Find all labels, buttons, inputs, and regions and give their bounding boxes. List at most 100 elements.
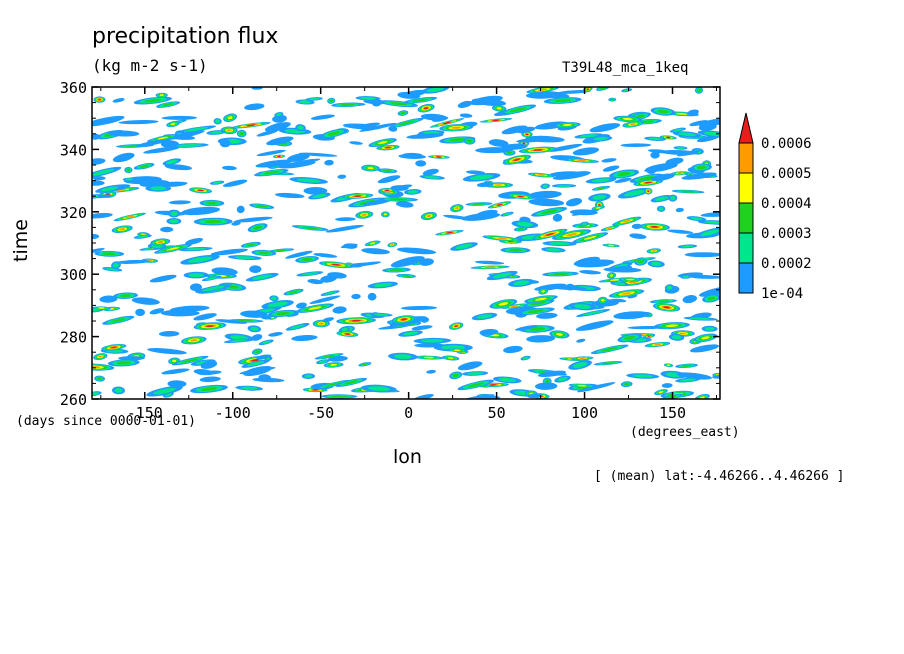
precip-cell — [618, 277, 642, 282]
precip-contour — [699, 285, 720, 297]
precip-contour — [153, 387, 176, 395]
precip-contour — [111, 318, 126, 323]
precip-cell — [675, 363, 698, 369]
precip-cell — [697, 220, 720, 225]
precip-cell — [462, 173, 501, 182]
precip-cell — [487, 201, 512, 209]
precip-cell — [94, 250, 125, 257]
precip-cell — [115, 259, 150, 264]
precip-cell — [161, 368, 190, 375]
precip-cell — [92, 180, 105, 186]
precip-cell — [435, 229, 464, 236]
precip-cell — [526, 335, 555, 343]
precip-contour — [231, 221, 241, 226]
precip-contour — [663, 306, 670, 309]
precip-contour — [92, 168, 115, 176]
precip-cell — [162, 158, 182, 166]
precip-cell — [266, 136, 294, 146]
precip-contour — [164, 164, 193, 171]
precip-contour — [116, 361, 131, 365]
precip-cell — [268, 332, 283, 337]
precip-contour — [200, 387, 218, 391]
precip-cell — [650, 151, 660, 159]
precip-contour — [373, 313, 389, 316]
precip-contour — [115, 189, 127, 191]
precip-contour — [527, 393, 543, 398]
precip-cell — [133, 96, 173, 105]
precip-cell — [536, 312, 558, 319]
precip-cell — [426, 369, 436, 374]
precip-contour — [303, 186, 328, 195]
precip-contour — [653, 343, 662, 346]
precip-contour — [452, 373, 459, 378]
precip-cell — [240, 241, 261, 248]
precip-contour — [169, 219, 179, 224]
precip-contour — [182, 358, 199, 363]
precip-cell — [92, 391, 102, 397]
precip-contour — [449, 138, 466, 142]
precip-contour — [582, 310, 604, 316]
precip-contour — [412, 98, 428, 102]
precip-cell — [644, 341, 671, 348]
precip-cell — [501, 303, 528, 309]
y-tick-label: 300 — [60, 266, 87, 284]
precip-cell — [199, 199, 225, 207]
precip-cell — [94, 375, 105, 382]
precip-contour — [466, 170, 486, 175]
precip-cell — [499, 104, 537, 115]
precip-contour — [390, 243, 394, 246]
precip-cell — [644, 136, 666, 142]
precip-cell — [549, 171, 582, 177]
precip-contour — [322, 317, 334, 323]
precip-contour — [398, 154, 426, 159]
precip-contour — [555, 333, 563, 336]
precip-contour — [256, 149, 286, 157]
precip-cell — [465, 202, 493, 206]
precip-cell — [396, 273, 416, 278]
precip-cell — [102, 315, 135, 325]
precip-cell — [398, 330, 423, 337]
precip-cell — [93, 353, 108, 361]
precip-contour — [537, 174, 545, 176]
precip-contour — [312, 193, 327, 199]
precip-cell — [568, 302, 597, 311]
precip-cell — [557, 89, 591, 94]
precip-contour — [246, 361, 265, 367]
precip-cell — [551, 229, 592, 240]
precip-cell — [255, 159, 293, 168]
precip-cell — [443, 214, 469, 220]
precip-contour — [367, 386, 390, 391]
precip-cell — [253, 169, 289, 177]
precip-contour — [498, 302, 509, 306]
precip-cell — [267, 309, 299, 318]
precip-cell — [689, 120, 709, 127]
precip-contour — [126, 168, 131, 172]
precip-cell — [183, 271, 209, 279]
precip-cell — [135, 308, 146, 317]
precip-contour — [276, 249, 288, 252]
precip-contour — [296, 302, 307, 309]
colorbar-segment — [738, 142, 754, 174]
precip-cell — [526, 87, 560, 94]
precip-contour — [517, 195, 524, 198]
precip-contour — [168, 200, 191, 205]
precip-contour — [650, 151, 660, 159]
precip-cell — [289, 177, 328, 184]
precip-contour — [624, 189, 645, 197]
precip-contour — [255, 354, 272, 360]
precip-cell — [355, 96, 381, 101]
precip-cell — [321, 394, 358, 399]
precip-cell — [629, 233, 647, 239]
precip-cell — [92, 306, 111, 310]
precip-cell — [572, 232, 609, 244]
precip-cell — [268, 248, 295, 253]
precip-contour — [244, 103, 265, 111]
precip-contour — [632, 374, 653, 378]
precip-contour — [233, 216, 273, 223]
precip-contour — [360, 96, 376, 100]
precip-contour — [411, 325, 433, 331]
precip-contour — [591, 178, 611, 183]
precip-contour — [341, 327, 348, 332]
precip-cell — [621, 257, 656, 264]
precip-cell — [164, 164, 193, 171]
